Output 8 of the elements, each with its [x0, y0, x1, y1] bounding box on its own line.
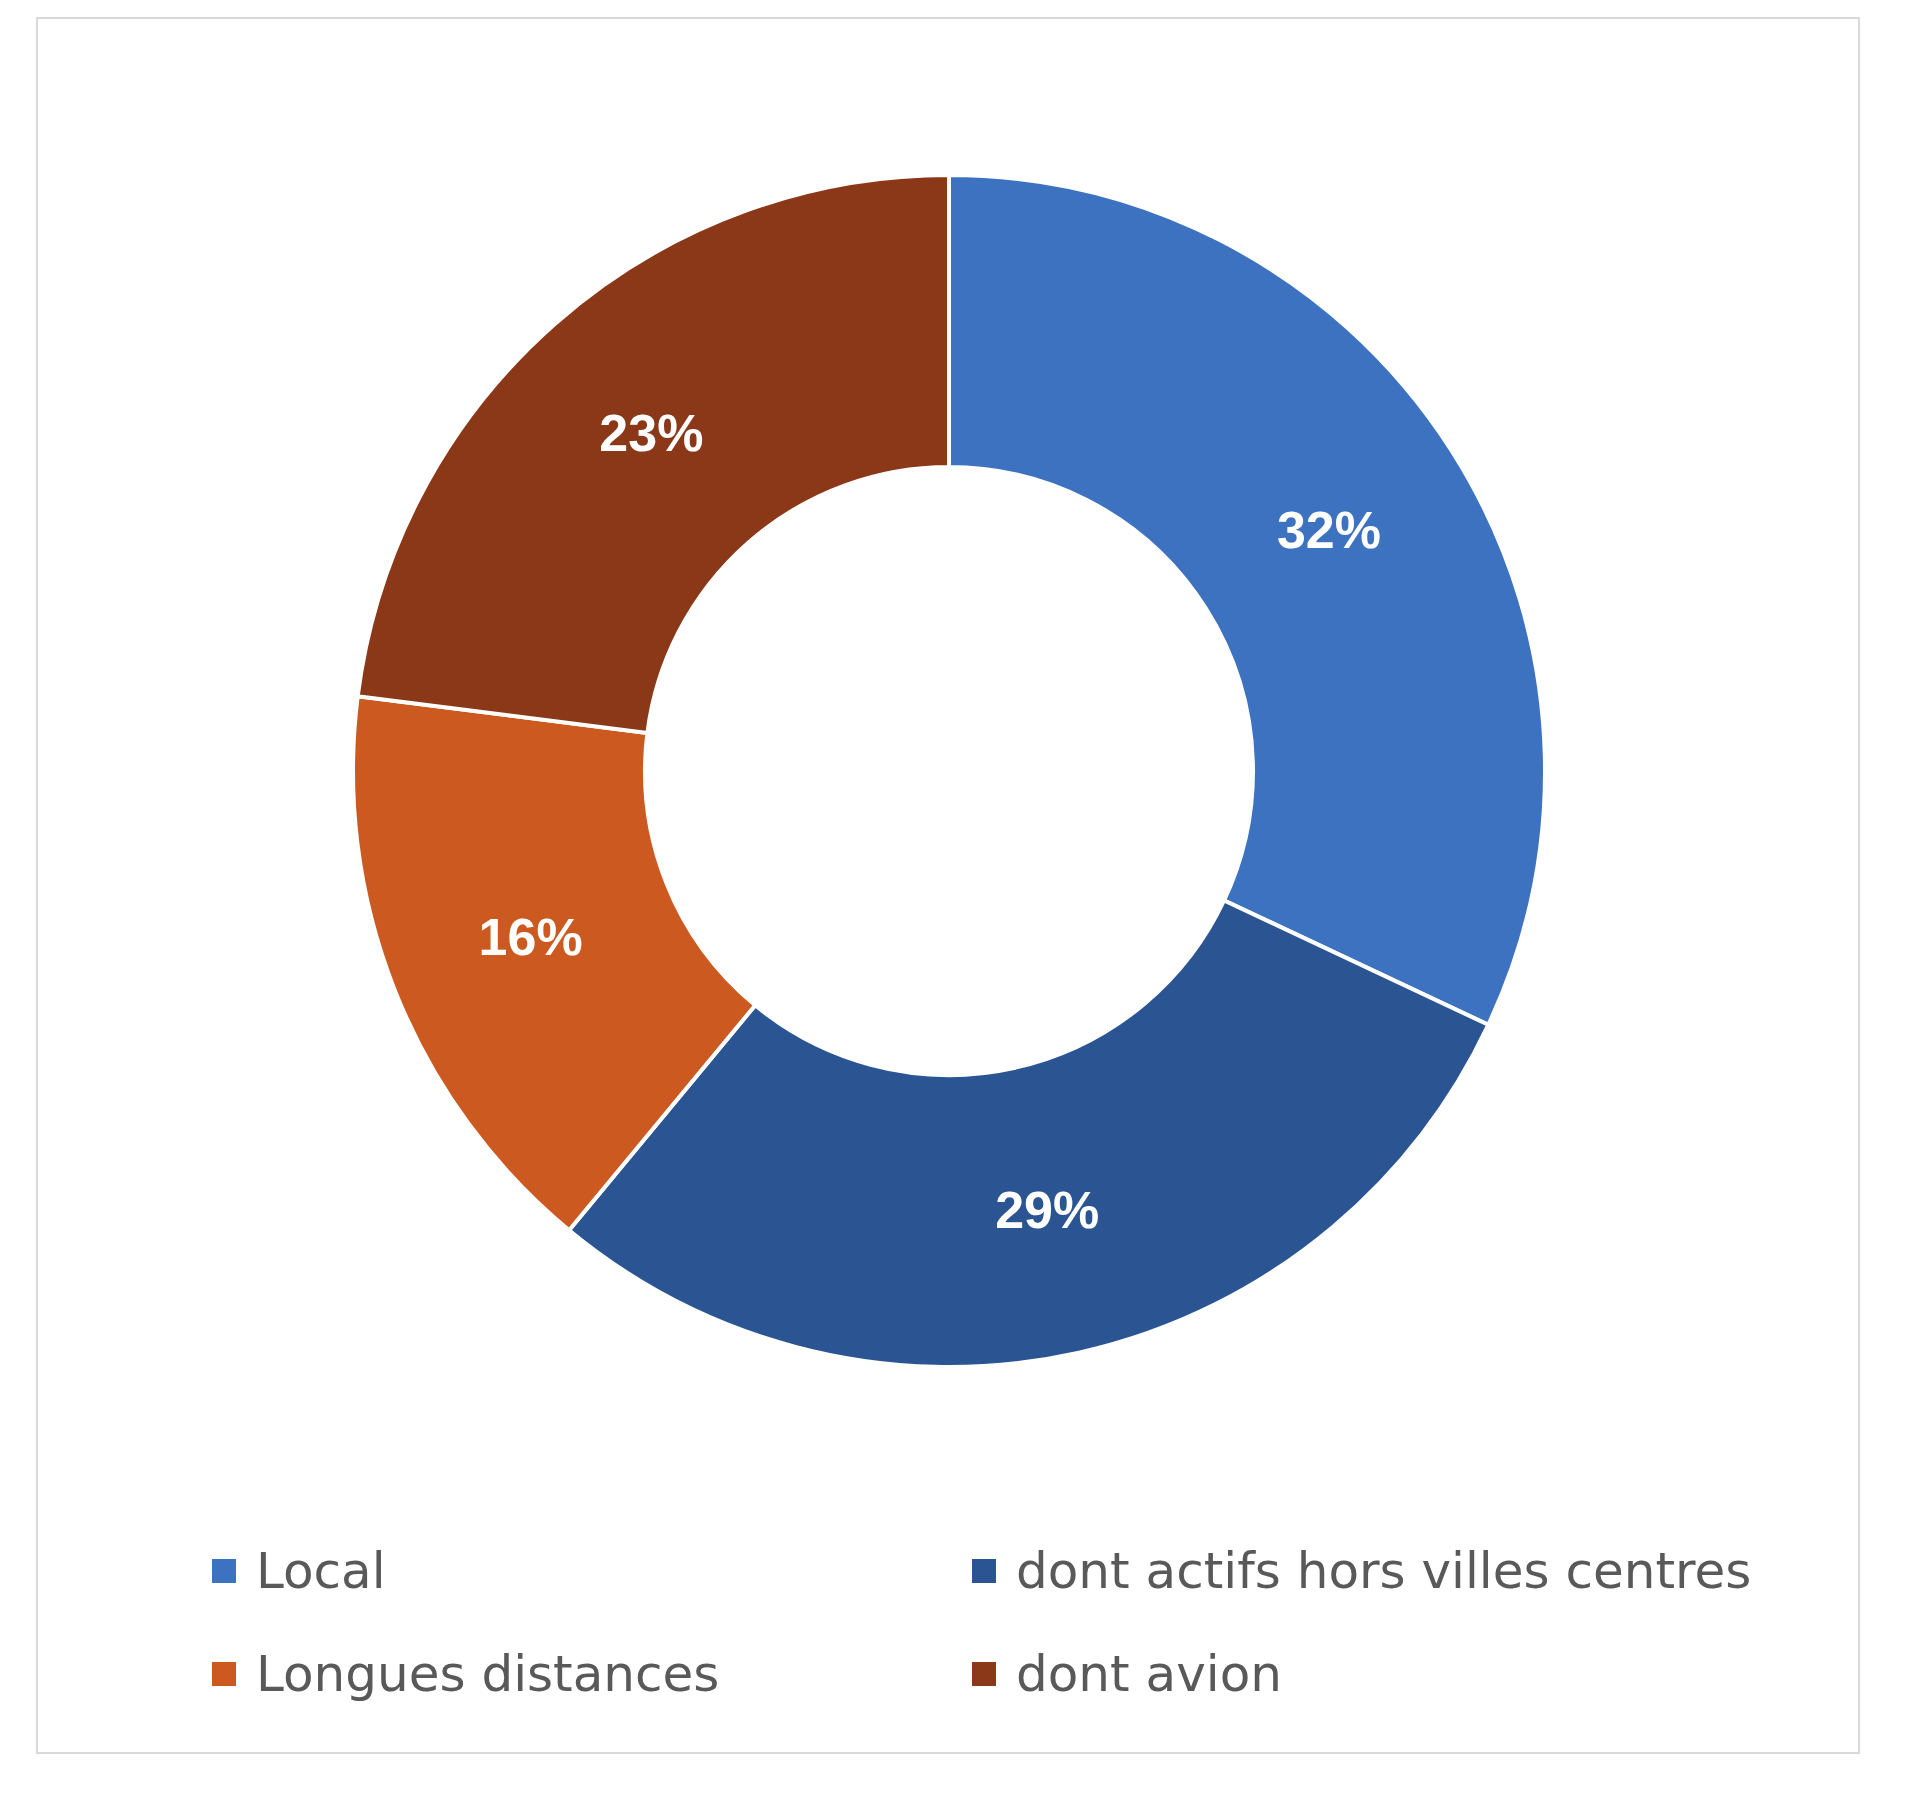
data-label: 29%: [995, 1181, 1100, 1240]
data-label: 23%: [599, 404, 704, 463]
legend-label: dont avion: [1016, 1645, 1282, 1703]
legend-label: Longues distances: [256, 1645, 720, 1703]
legend-label: Local: [256, 1542, 386, 1600]
data-label: 32%: [1276, 500, 1381, 559]
data-label: 16%: [478, 907, 583, 966]
legend-label: dont actifs hors villes centres: [1016, 1542, 1752, 1600]
